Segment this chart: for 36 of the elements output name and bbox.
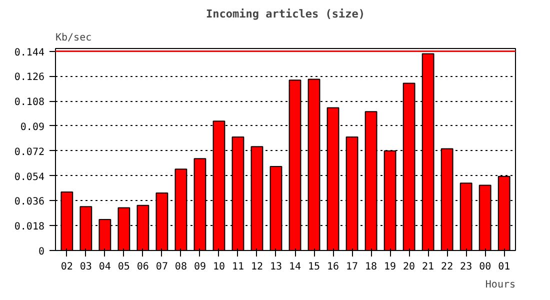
x-tick-label: 01 xyxy=(498,262,510,272)
y-tick-label: 0 xyxy=(38,246,45,258)
x-tick-label: 15 xyxy=(308,262,320,272)
x-tick-label: 19 xyxy=(384,262,396,272)
x-tick-label: 04 xyxy=(98,262,111,272)
x-axis-title: Hours xyxy=(485,280,516,290)
x-tick-label: 05 xyxy=(118,262,130,272)
y-tick-label: 0.054 xyxy=(14,172,45,183)
y-tick-label: 0.144 xyxy=(14,47,45,58)
x-tick-label: 20 xyxy=(403,262,416,272)
y-tick-label: 0.09 xyxy=(20,122,45,133)
x-tick-label: 00 xyxy=(479,262,492,272)
x-tick-label: 22 xyxy=(441,262,454,272)
chart-title: Incoming articles (size) xyxy=(206,8,365,20)
x-tick-label: 09 xyxy=(194,262,206,272)
y-tick-label: 0.126 xyxy=(14,72,45,84)
y-axis-title: Kb/sec xyxy=(56,32,92,44)
x-tick-label: 13 xyxy=(270,262,282,272)
x-tick-label: 10 xyxy=(212,262,225,272)
x-tick-label: 06 xyxy=(136,262,149,272)
x-tick-label: 02 xyxy=(60,262,73,272)
x-tick-label: 07 xyxy=(156,262,168,272)
x-tick-label: 14 xyxy=(288,262,302,272)
x-tick-label: 21 xyxy=(422,262,434,272)
x-tick-label: 12 xyxy=(250,262,264,272)
x-tick-label: 16 xyxy=(327,262,340,272)
x-tick-label: 18 xyxy=(365,262,378,272)
y-tick-label: 0.036 xyxy=(14,196,45,208)
x-tick-label: 03 xyxy=(80,262,92,272)
y-tick-label: 0.108 xyxy=(14,97,45,108)
y-tick-label: 0.072 xyxy=(14,146,45,158)
y-tick-label: 0.018 xyxy=(14,222,45,233)
x-tick-label: 23 xyxy=(460,262,472,272)
x-tick-label: 11 xyxy=(232,262,244,272)
x-tick-label: 17 xyxy=(346,262,358,272)
x-tick-label: 08 xyxy=(174,262,187,272)
